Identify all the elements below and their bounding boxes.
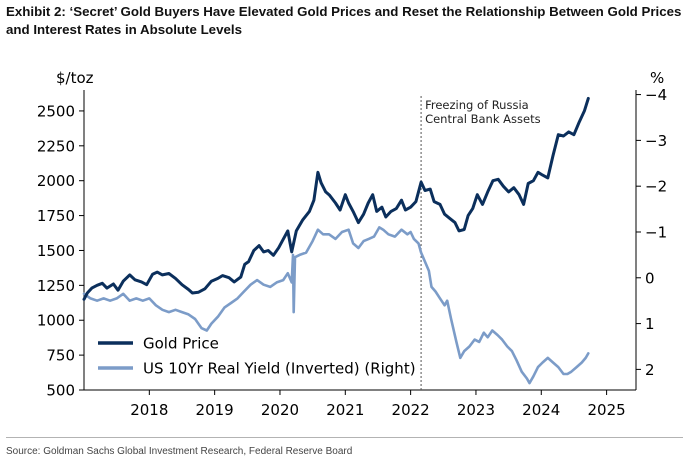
x-tick-label: 2024 [522, 401, 560, 419]
series-group [82, 96, 590, 385]
y-right-tick-label: 1 [645, 315, 655, 333]
y-left-tick-label: 1250 [37, 277, 75, 295]
x-tick-label: 2023 [457, 401, 495, 419]
y-right-tick-label: 0 [645, 269, 655, 287]
x-tick-label: 2022 [392, 401, 430, 419]
series-line-real-yield [82, 226, 590, 385]
y-left-tick-label: 750 [46, 347, 75, 365]
source-note: Source: Goldman Sachs Global Investment … [6, 446, 353, 457]
y-right-tick-label: −3 [645, 132, 667, 150]
y-axis-right-label: % [650, 69, 664, 87]
x-tick-label: 2025 [588, 401, 626, 419]
footer-divider [6, 437, 683, 438]
chart-title-line-1: Exhibit 2: ‘Secret’ Gold Buyers Have Ele… [6, 4, 682, 19]
annotation: Freezing of Russia Central Bank Assets [420, 96, 541, 390]
y-right-tick-label: −1 [645, 223, 667, 241]
chart-title-line-2: and Interest Rates in Absolute Levels [6, 22, 242, 37]
y-left-tick-label: 2000 [37, 172, 75, 190]
y-left-tick-label: 500 [46, 382, 75, 400]
y-left-tick-label: 2250 [37, 137, 75, 155]
chart-title: Exhibit 2: ‘Secret’ Gold Buyers Have Ele… [6, 3, 686, 39]
y-left-tick-label: 1000 [37, 312, 75, 330]
annotation-text-line-2: Central Bank Assets [425, 112, 541, 126]
y-axis-left-label: $/toz [56, 69, 94, 87]
series-line-gold-price [82, 96, 590, 301]
chart: $/toz % 500 750 1000 1250 1500 1750 2000 2250 25… [37, 69, 667, 419]
y-left-tick-label: 1500 [37, 242, 75, 260]
y-right-tick-label: −2 [645, 178, 667, 196]
y-left-tick-label: 1750 [37, 207, 75, 225]
x-tick-label: 2018 [130, 401, 168, 419]
legend-label-gold-price: Gold Price [143, 335, 219, 353]
x-tick-label: 2020 [261, 401, 299, 419]
legend-label-real-yield: US 10Yr Real Yield (Inverted) (Right) [143, 360, 416, 378]
y-left-tick-label: 2500 [37, 102, 75, 120]
x-tick-label: 2021 [326, 401, 364, 419]
y-right-tick-label: 2 [645, 361, 655, 379]
legend: Gold Price US 10Yr Real Yield (Inverted)… [98, 335, 416, 378]
annotation-text-line-1: Freezing of Russia [425, 98, 529, 112]
x-tick-label: 2019 [196, 401, 234, 419]
axes: 500 750 1000 1250 1500 1750 2000 2250 2500 −4 −3 −2… [37, 86, 667, 419]
y-right-tick-label: −4 [645, 86, 667, 104]
